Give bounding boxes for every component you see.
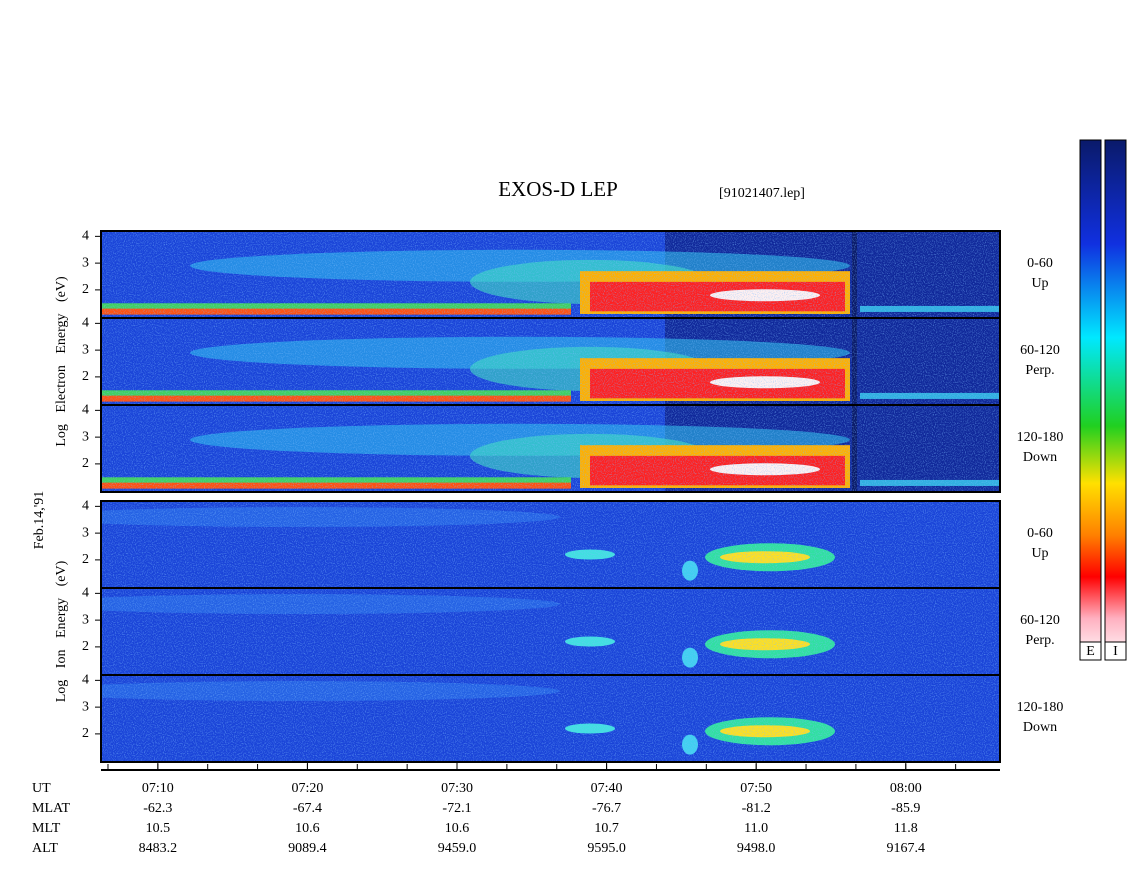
panel-label: 120-180: [1017, 700, 1064, 715]
row-value: -72.1: [442, 801, 471, 816]
date-label: Feb.14,'91: [32, 491, 47, 550]
row-value: 9459.0: [438, 841, 477, 856]
x-tick-label: 07:30: [441, 781, 473, 796]
x-tick-label: 07:20: [291, 781, 323, 796]
y-tick-label: 4: [82, 316, 89, 331]
row-value: 10.6: [445, 821, 470, 836]
panel-label: Up: [1031, 276, 1048, 291]
row-name: MLAT: [32, 801, 71, 816]
y-axis-label: Log Electron Energy (eV): [54, 276, 69, 447]
panel-label: 120-180: [1017, 430, 1064, 445]
color-bar-label-box: [1079, 641, 1102, 661]
y-tick-label: 4: [82, 229, 89, 244]
x-tick-label: 07:50: [740, 781, 772, 796]
spectrogram: [101, 501, 1000, 588]
x-axis-label: UT: [32, 781, 51, 796]
noise: [101, 318, 1000, 405]
x-tick-label: 07:40: [591, 781, 623, 796]
row-value: 8483.2: [139, 841, 178, 856]
y-tick-label: 3: [82, 342, 89, 357]
noise: [101, 405, 1000, 492]
y-tick-label: 2: [82, 552, 89, 567]
panel-label: Perp.: [1025, 363, 1054, 378]
y-tick-label: 3: [82, 429, 89, 444]
row-name: MLT: [32, 821, 61, 836]
x-tick-label: 07:10: [142, 781, 174, 796]
panel-label: 60-120: [1020, 613, 1060, 628]
row-value: 10.7: [594, 821, 619, 836]
y-tick-label: 4: [82, 403, 89, 418]
color-bar: [1104, 139, 1127, 661]
panel-label: Down: [1023, 720, 1057, 735]
panel-label: Down: [1023, 450, 1057, 465]
y-tick-label: 2: [82, 369, 89, 384]
spectrogram: [101, 231, 1000, 318]
row-value: 10.6: [295, 821, 320, 836]
row-value: 9498.0: [737, 841, 776, 856]
panel-label: Up: [1031, 546, 1048, 561]
noise: [101, 231, 1000, 318]
y-axis-label: Log Ion Energy (eV): [54, 560, 69, 702]
row-value: 10.5: [146, 821, 171, 836]
x-tick-label: 08:00: [890, 781, 922, 796]
spectrogram: [101, 318, 1000, 405]
y-tick-label: 2: [82, 456, 89, 471]
panel-group: 2 3 4 0-60 Up 2 3 4 60-120 Perp. 2 3 4 120-180 Down Log…: [54, 229, 1064, 493]
noise: [101, 588, 1000, 675]
row-value: -81.2: [742, 801, 771, 816]
y-tick-label: 4: [82, 673, 89, 688]
row-value: -85.9: [891, 801, 920, 816]
spectrogram: [101, 675, 1000, 762]
row-value: 9595.0: [587, 841, 626, 856]
row-value: 9167.4: [887, 841, 926, 856]
y-tick-label: 3: [82, 699, 89, 714]
row-value: -76.7: [592, 801, 621, 816]
panel-frame: [100, 674, 1001, 763]
row-value: 11.0: [744, 821, 768, 836]
spectrogram: [101, 405, 1000, 492]
y-tick-label: 2: [82, 282, 89, 297]
color-bar-label-box: [1104, 641, 1127, 661]
noise: [101, 675, 1000, 762]
row-value: 11.8: [894, 821, 918, 836]
panel-frame: [100, 404, 1001, 493]
color-bar-label: I: [1113, 644, 1118, 659]
panel-label: 0-60: [1027, 526, 1053, 541]
y-tick-label: 3: [82, 612, 89, 627]
y-tick-label: 3: [82, 525, 89, 540]
y-tick-label: 2: [82, 639, 89, 654]
file-label: [91021407.lep]: [719, 186, 805, 201]
row-name: ALT: [32, 841, 58, 856]
noise: [101, 501, 1000, 588]
y-tick-label: 2: [82, 726, 89, 741]
color-bar: [1079, 139, 1102, 661]
panel-label: 0-60: [1027, 256, 1053, 271]
panels: 2 3 4 0-60 Up 2 3 4 60-120 Perp. 2 3 4 120-180 Down Log…: [32, 229, 1063, 857]
y-tick-label: 4: [82, 586, 89, 601]
row-value: -62.3: [143, 801, 172, 816]
y-tick-label: 3: [82, 255, 89, 270]
y-tick-label: 4: [82, 499, 89, 514]
row-value: 9089.4: [288, 841, 327, 856]
spectrogram: [101, 588, 1000, 675]
color-bar-label: E: [1086, 644, 1095, 659]
title: EXOS-D LEP: [498, 177, 618, 201]
panel-label: Perp.: [1025, 633, 1054, 648]
panel-group: 2 3 4 0-60 Up 2 3 4 60-120 Perp. 2 3 4 120-180 Down Log…: [54, 499, 1064, 763]
row-value: -67.4: [293, 801, 322, 816]
panel-label: 60-120: [1020, 343, 1060, 358]
